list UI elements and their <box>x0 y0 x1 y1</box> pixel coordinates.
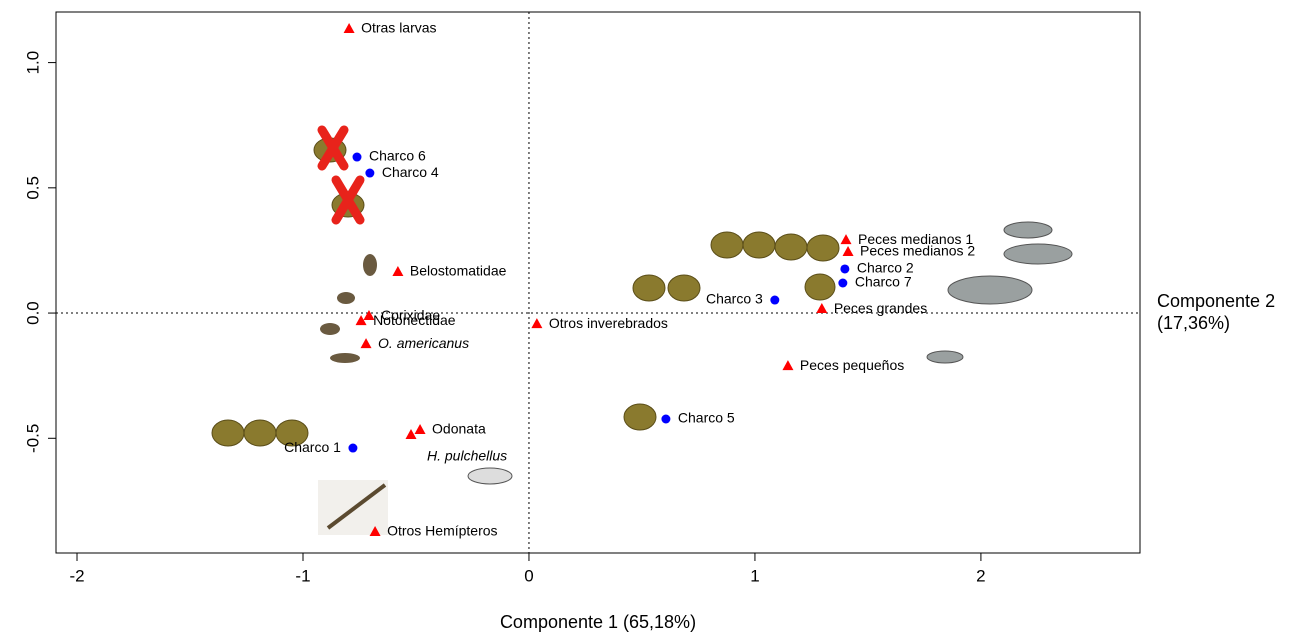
point <box>415 424 426 434</box>
x-tick-label: -2 <box>69 566 84 585</box>
point-label: H. pulchellus <box>427 448 507 464</box>
point <box>841 234 852 244</box>
point <box>361 338 372 348</box>
y-tick-label: 1.0 <box>23 51 42 75</box>
point-label: Peces medianos 2 <box>860 243 975 259</box>
x-tick-label: -1 <box>295 566 310 585</box>
point <box>348 444 357 453</box>
y-tick-label: 0.5 <box>23 176 42 200</box>
point-label: Belostomatidae <box>410 263 507 279</box>
x-tick-label: 2 <box>976 566 985 585</box>
y-tick-label: 0.0 <box>23 301 42 325</box>
point-label: Charco 4 <box>382 164 439 180</box>
point <box>356 315 367 325</box>
point <box>838 279 847 288</box>
point <box>770 296 779 305</box>
y-axis-label: Componente 2 (17,36%) <box>1157 290 1282 334</box>
point <box>661 415 670 424</box>
point <box>365 169 374 178</box>
decor <box>212 130 1072 535</box>
point <box>843 246 854 256</box>
point <box>344 23 355 33</box>
point-label: Peces grandes <box>834 300 927 316</box>
x-axis-label: Componente 1 (65,18%) <box>500 612 696 632</box>
x-tick-label: 1 <box>750 566 759 585</box>
point-label: Otros inverebrados <box>549 315 668 331</box>
point-label: O. americanus <box>378 335 469 351</box>
point <box>531 318 542 328</box>
point <box>840 264 849 273</box>
point <box>816 303 827 313</box>
point-label: Odonata <box>432 421 486 437</box>
point-label: Charco 1 <box>284 439 341 455</box>
point-label: Charco 7 <box>855 274 912 290</box>
point <box>406 429 417 439</box>
y-tick-label: -0.5 <box>23 424 42 453</box>
point-label: Charco 3 <box>706 291 763 307</box>
point <box>782 360 793 370</box>
point-label: Peces pequeños <box>800 357 904 373</box>
point <box>392 266 403 276</box>
point <box>352 153 361 162</box>
point-label: Charco 6 <box>369 148 426 164</box>
x-tick-label: 0 <box>524 566 533 585</box>
point-label: Otros Hemípteros <box>387 523 497 539</box>
point-label: Charco 5 <box>678 410 735 426</box>
point-label: Otras larvas <box>361 20 436 36</box>
point-label: Notonectidae <box>373 312 456 328</box>
chart: Componente 1 (65,18%) -2 -1 0 1 2 1.0 0.5 0.0 -0… <box>0 0 1312 637</box>
page: {"chart_data": {"type": "scatter", "x_la… <box>0 0 1312 637</box>
